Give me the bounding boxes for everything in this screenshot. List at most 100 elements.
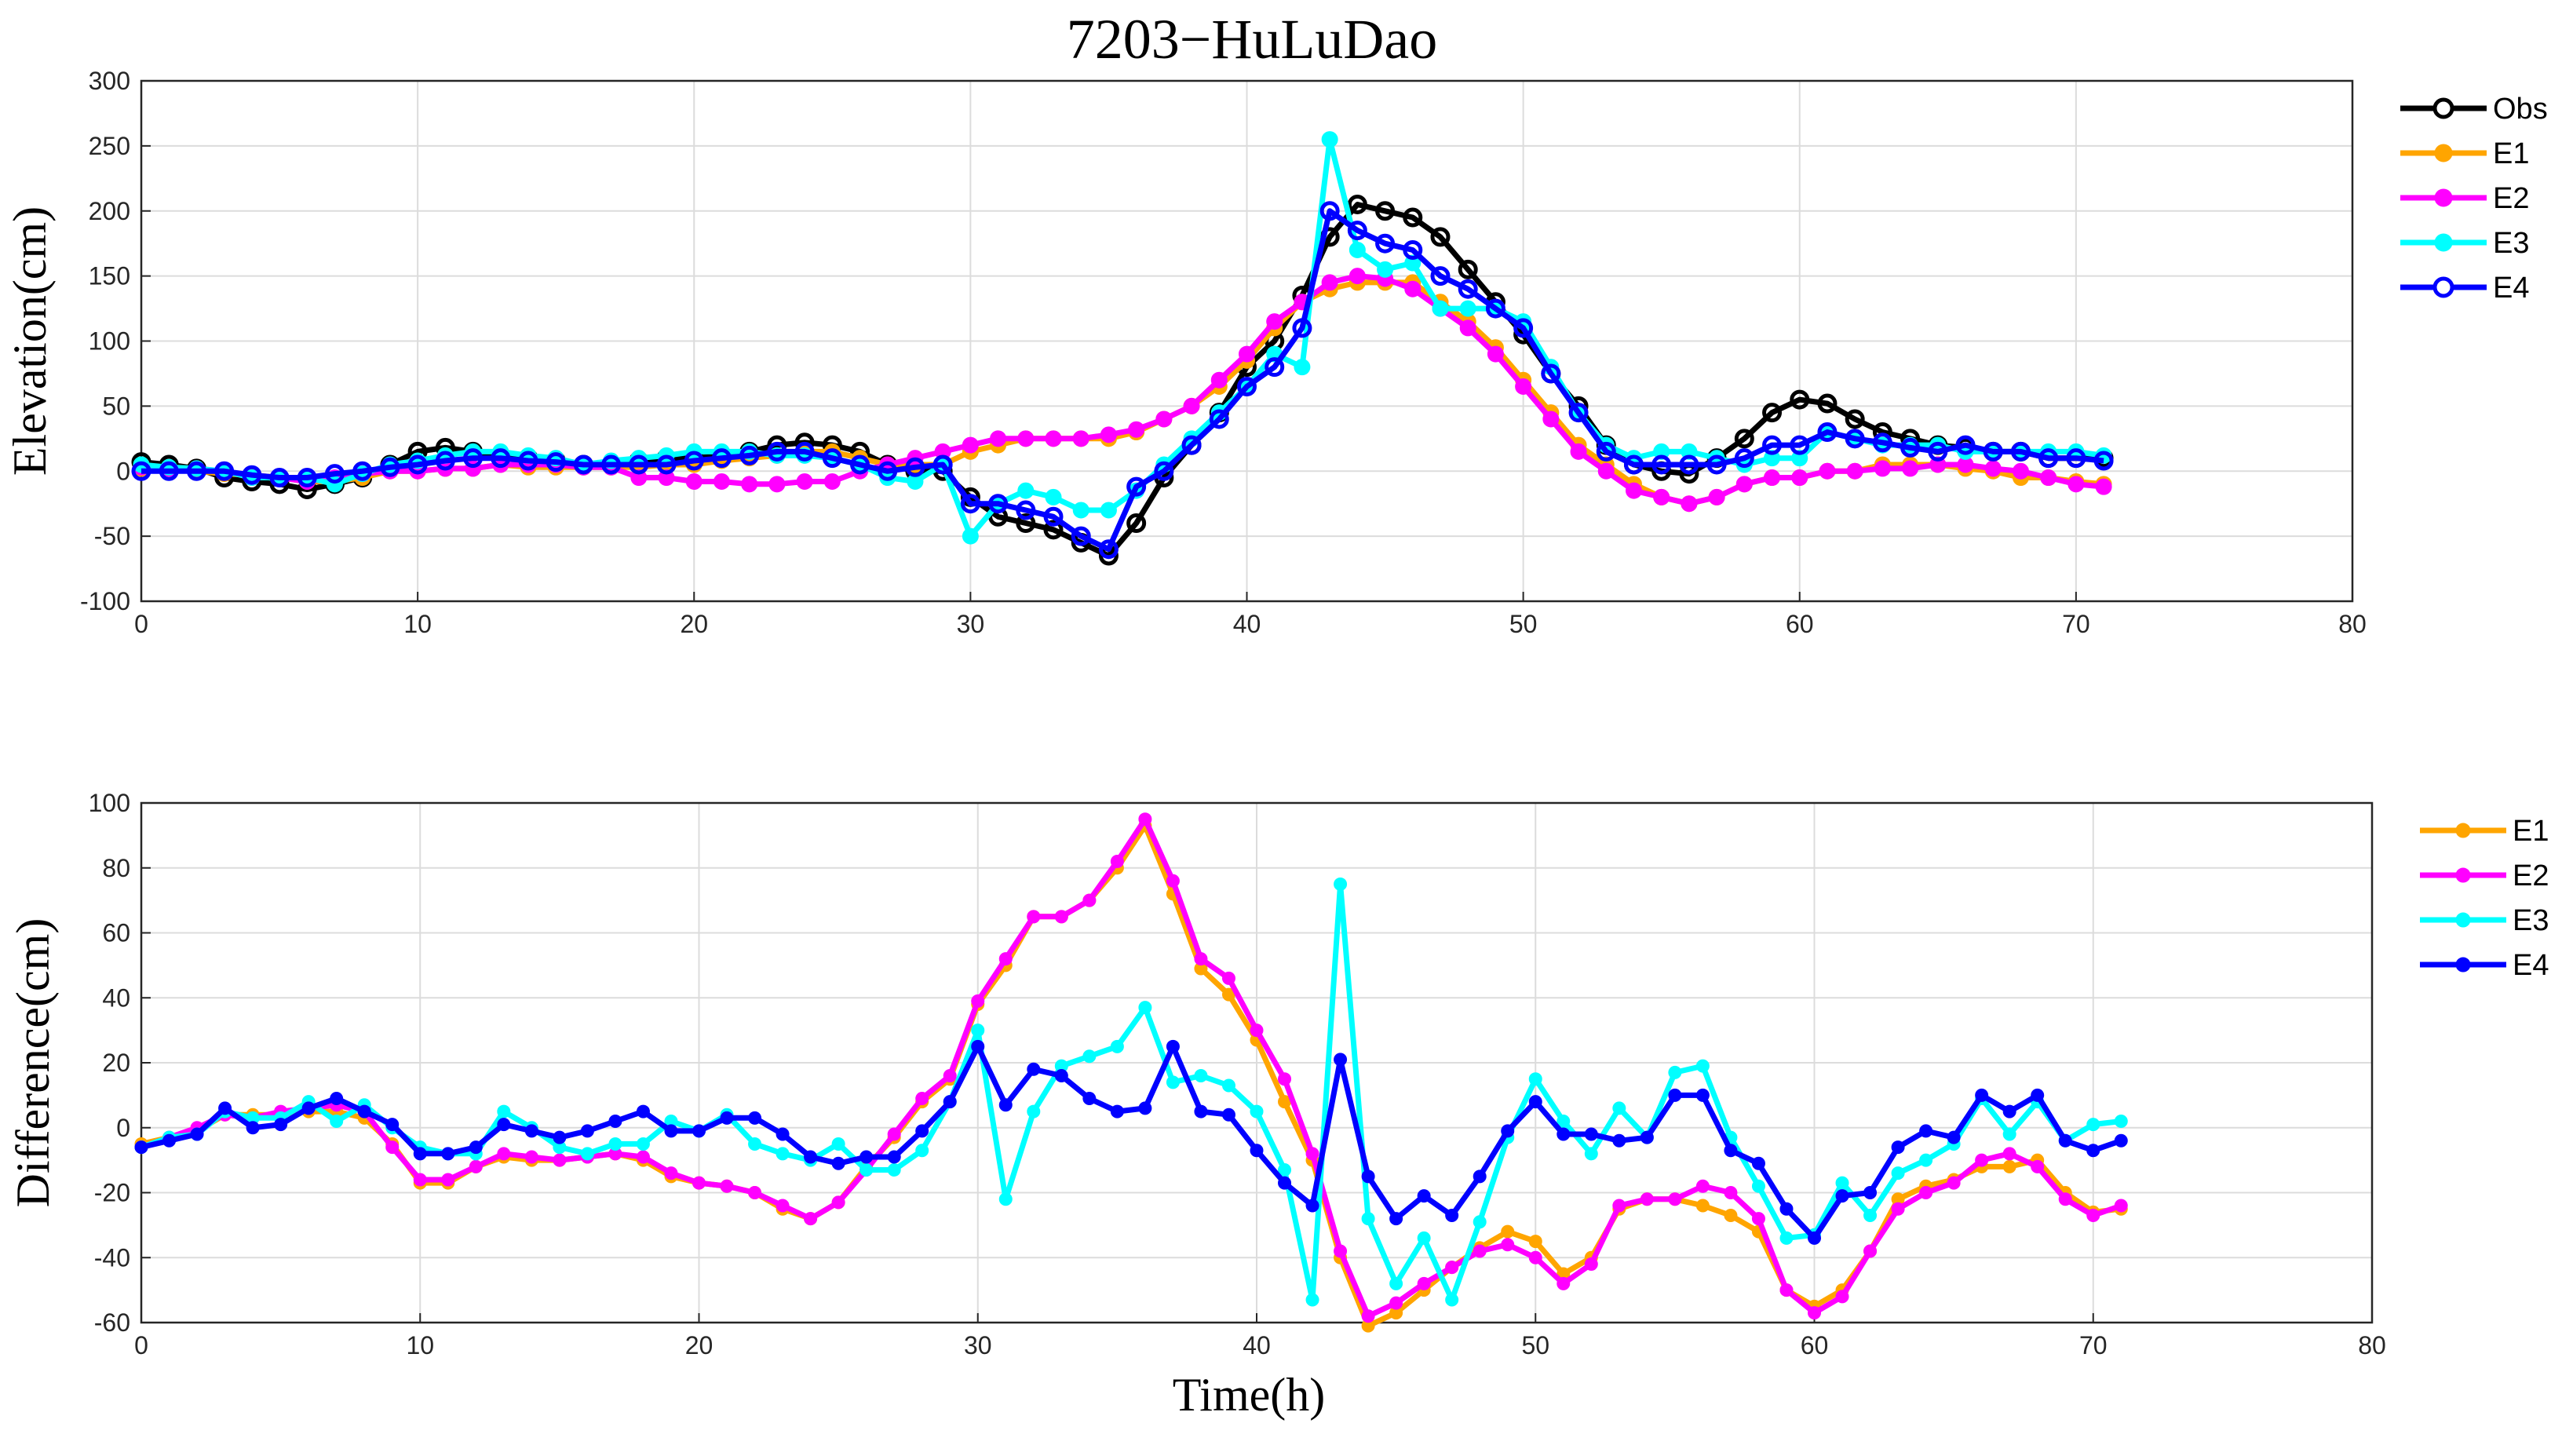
data-point: [1681, 443, 1698, 460]
data-point: [1919, 1153, 1933, 1167]
data-point: [1361, 1170, 1375, 1184]
x-tick-label: 20: [685, 1331, 713, 1359]
data-point: [1237, 377, 1257, 397]
data-point: [748, 1186, 762, 1199]
data-point: [1779, 1202, 1794, 1216]
data-point: [1501, 1238, 1515, 1252]
data-point: [1305, 1293, 1319, 1307]
data-point: [1640, 1130, 1654, 1144]
difference-panel: 0 10 20 30 40 50 60 70 80 -60 -40 -20 0 20 40 60 80 100 Di…: [7, 789, 2549, 1421]
data-point: [2114, 1114, 2128, 1128]
data-point: [2095, 478, 2112, 495]
data-point: [1653, 443, 1670, 460]
data-point: [1278, 1176, 1292, 1190]
data-point: [1417, 1231, 1431, 1245]
data-point: [2010, 441, 2031, 462]
data-point: [960, 494, 980, 514]
legend-marker: [2455, 867, 2471, 883]
data-point: [1975, 1088, 1989, 1102]
data-point: [887, 1163, 901, 1177]
data-point: [1706, 454, 1727, 475]
y-axis-label: Difference(cm): [7, 918, 59, 1208]
data-point: [1082, 1092, 1097, 1106]
data-point: [1762, 435, 1783, 455]
data-point: [1361, 1212, 1375, 1226]
data-point: [1845, 429, 1865, 449]
data-point: [1584, 1147, 1598, 1161]
chart-title: 7203−HuLuDao: [1067, 8, 1438, 71]
data-point: [1623, 454, 1644, 475]
data-point: [1762, 403, 1783, 423]
data-point: [1154, 461, 1174, 481]
data-point: [2038, 448, 2059, 469]
data-point: [1319, 201, 1340, 221]
data-point: [1473, 1244, 1487, 1258]
x-tick-label: 80: [2358, 1331, 2386, 1359]
data-point: [1668, 1088, 1682, 1102]
data-point: [943, 1095, 957, 1109]
data-point: [990, 430, 1007, 447]
legend-marker: [2434, 144, 2453, 162]
x-tick-label: 50: [1521, 1331, 1549, 1359]
data-point: [915, 1124, 929, 1138]
data-point: [1817, 393, 1838, 414]
data-point: [1250, 1144, 1264, 1158]
data-point: [524, 1150, 538, 1164]
legend-label: E1: [2493, 137, 2529, 170]
data-point: [1790, 389, 1810, 410]
data-point: [1902, 460, 1919, 477]
data-point: [1919, 1186, 1933, 1199]
data-point: [971, 1039, 985, 1053]
y-tick-label: 150: [89, 262, 130, 290]
data-point: [1305, 1147, 1319, 1161]
data-point: [1640, 1192, 1654, 1206]
data-point: [1668, 1065, 1682, 1079]
data-point: [1404, 280, 1422, 297]
data-point: [1779, 1283, 1794, 1297]
data-point: [1791, 469, 1808, 487]
x-tick-label: 70: [2079, 1331, 2108, 1359]
data-point: [658, 469, 675, 487]
data-point: [1265, 357, 1285, 378]
legend-marker: [2455, 957, 2471, 972]
data-point: [1128, 421, 1145, 438]
data-point: [330, 1114, 344, 1128]
data-point: [1708, 488, 1725, 505]
data-point: [1513, 318, 1534, 338]
data-point: [1929, 456, 1947, 473]
y-tick-label: 20: [102, 1049, 130, 1077]
data-point: [2002, 1104, 2016, 1118]
data-point: [711, 448, 732, 469]
data-point: [1126, 476, 1147, 497]
legend: E1 E2 E3 E4: [2420, 815, 2549, 982]
data-point: [1528, 1250, 1542, 1264]
data-point: [1221, 971, 1235, 985]
y-tick-label: 50: [102, 392, 130, 420]
data-point: [767, 441, 787, 462]
data-point: [269, 468, 290, 488]
legend-marker: [2432, 97, 2454, 119]
x-tick-label: 40: [1243, 1331, 1271, 1359]
data-point: [1570, 443, 1587, 460]
data-point: [1596, 441, 1616, 462]
legend: Obs E1 E2 E3 E4: [2400, 93, 2548, 305]
data-point: [1100, 426, 1117, 443]
data-point: [664, 1166, 678, 1180]
data-point: [1625, 482, 1642, 499]
axes-box: [140, 79, 2354, 603]
data-point: [463, 448, 484, 469]
data-point: [2093, 451, 2114, 471]
data-point: [2114, 1199, 2128, 1213]
data-point: [491, 448, 511, 469]
data-point: [1501, 1224, 1515, 1239]
data-point: [1126, 513, 1147, 534]
data-point: [2114, 1133, 2128, 1148]
data-point: [971, 994, 985, 1008]
data-point: [134, 1140, 148, 1155]
series-e4: [131, 201, 2114, 560]
data-point: [1724, 1186, 1738, 1199]
y-tick-label: -60: [94, 1308, 130, 1337]
data-point: [1221, 1108, 1235, 1122]
data-point: [1695, 1088, 1710, 1102]
data-point: [1045, 488, 1062, 505]
